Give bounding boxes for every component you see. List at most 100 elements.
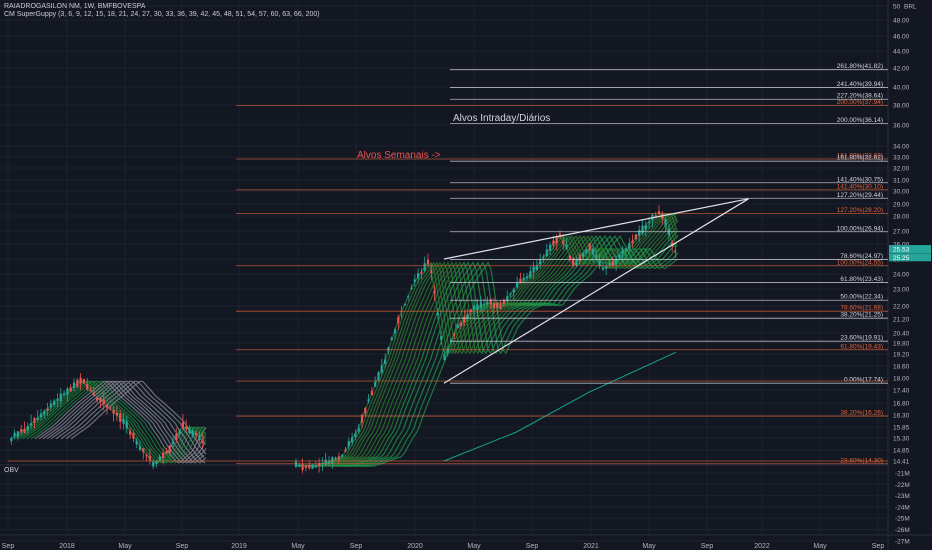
candle-body xyxy=(308,464,311,469)
candle-body xyxy=(79,377,82,384)
annotations: Alvos Intraday/Diários Alvos Semanais -> xyxy=(357,113,550,161)
candle-body xyxy=(648,221,651,223)
fib-white-label: 23.60%(19.91) xyxy=(840,335,883,342)
candle-body xyxy=(314,465,317,468)
candle-body xyxy=(535,265,538,271)
candle-body xyxy=(23,429,26,433)
time-tick-label: May xyxy=(467,543,481,550)
candle-body xyxy=(423,263,426,271)
candle-body xyxy=(39,413,43,418)
price-tick-label: 34.00 xyxy=(893,144,910,151)
candle-body xyxy=(397,317,400,324)
fib-orange-label: 100.00%(24.55) xyxy=(837,259,883,266)
candle-body xyxy=(443,353,446,361)
candle-body xyxy=(318,463,321,467)
fib-orange-label: 61.80%(19.43) xyxy=(840,343,883,350)
price-tick-label: 19.80 xyxy=(893,341,910,348)
candle-body xyxy=(496,302,499,308)
guppy-line xyxy=(355,235,678,467)
price-tick-label: 20.40 xyxy=(893,331,910,338)
candle-body xyxy=(122,418,125,424)
candle-body xyxy=(519,278,522,284)
candle-body xyxy=(53,400,56,405)
candle-body xyxy=(185,426,188,429)
fib-white-label: 161.80%(32.62) xyxy=(837,155,883,162)
obv-tick-label: -26M xyxy=(895,527,910,534)
price-tick-label: 15.85 xyxy=(893,425,910,432)
time-tick-label: Sep xyxy=(176,543,189,550)
candle-body xyxy=(549,244,552,251)
candle-body xyxy=(36,417,39,420)
candle-body xyxy=(492,303,496,308)
price-axis[interactable]: 50 48.00 46.00 44.00 42.00 40.00 38.00 36.00 34.… xyxy=(889,0,932,550)
candle-body xyxy=(181,422,184,429)
candle-body xyxy=(377,372,380,381)
time-tick-label: Sep xyxy=(2,543,15,550)
candle-body xyxy=(420,271,423,274)
candle-body xyxy=(294,461,298,468)
candle-body xyxy=(466,314,469,318)
rising-wedge xyxy=(443,198,749,384)
obv-tick-label: -24M xyxy=(895,504,910,511)
ema-200-series xyxy=(443,351,677,462)
candle-body xyxy=(82,379,85,384)
price-tick-label: 28.00 xyxy=(893,214,910,221)
guppy-line xyxy=(345,235,677,467)
guppy-line xyxy=(50,380,205,464)
candle-body xyxy=(191,430,194,437)
candlesticks xyxy=(10,205,677,475)
candle-body xyxy=(337,456,340,460)
time-axis[interactable]: Sep 2018 May Sep 2019 May Sep 2020 May Sep 2021 May… xyxy=(0,534,932,550)
candle-body xyxy=(374,381,377,387)
candle-body xyxy=(483,303,486,305)
candle-body xyxy=(664,219,667,227)
candle-body xyxy=(201,440,204,443)
candle-body xyxy=(582,253,585,257)
time-tick-label: Sep xyxy=(350,543,363,550)
candle-body xyxy=(142,448,145,453)
candle-body xyxy=(298,464,301,467)
obv-axis[interactable]: -21M -22M -23M -24M -25M -26M -27M xyxy=(0,471,910,546)
candle-body xyxy=(102,399,105,405)
fib-white-label: 261.80%(41.82) xyxy=(837,63,883,70)
candle-body xyxy=(96,397,99,401)
candle-body xyxy=(347,441,350,447)
candle-body xyxy=(43,411,46,415)
price-tick-label: 31.00 xyxy=(893,178,910,185)
candle-body xyxy=(476,304,479,311)
annotation-weekly-targets: Alvos Semanais -> xyxy=(357,150,441,161)
candle-body xyxy=(575,260,578,266)
candle-body xyxy=(621,249,624,254)
candle-body xyxy=(532,266,535,272)
fib-white-label: 78.60%(24.97) xyxy=(840,253,883,260)
candle-body xyxy=(72,382,76,389)
price-tick-label: 16.80 xyxy=(893,401,910,408)
candle-body xyxy=(628,243,631,249)
candle-body xyxy=(344,449,347,452)
candle-body xyxy=(132,432,135,439)
fib-white-label: 50.00%(22.34) xyxy=(840,294,883,301)
time-tick-label: 2021 xyxy=(583,543,599,550)
candle-body xyxy=(591,248,595,255)
last-price-badge xyxy=(889,245,931,254)
candle-body xyxy=(168,445,171,453)
fib-orange-label: 141.40%(30.10) xyxy=(837,183,883,190)
candle-body xyxy=(473,305,476,310)
candle-body xyxy=(638,230,641,236)
candle-body xyxy=(357,427,360,432)
obv-tick-label: -23M xyxy=(895,493,910,500)
price-tick-label: 22.00 xyxy=(893,304,910,311)
candle-body xyxy=(440,336,443,340)
candle-body xyxy=(605,266,608,269)
last-price-badge xyxy=(889,253,931,262)
price-tick-label: 24.00 xyxy=(893,272,910,279)
candle-body xyxy=(198,435,201,441)
candle-body xyxy=(516,282,519,288)
candle-body xyxy=(585,249,588,254)
candle-body xyxy=(59,393,62,402)
time-tick-label: 2019 xyxy=(231,543,247,550)
obv-tick-label: -25M xyxy=(895,516,910,523)
candle-body xyxy=(158,456,161,461)
